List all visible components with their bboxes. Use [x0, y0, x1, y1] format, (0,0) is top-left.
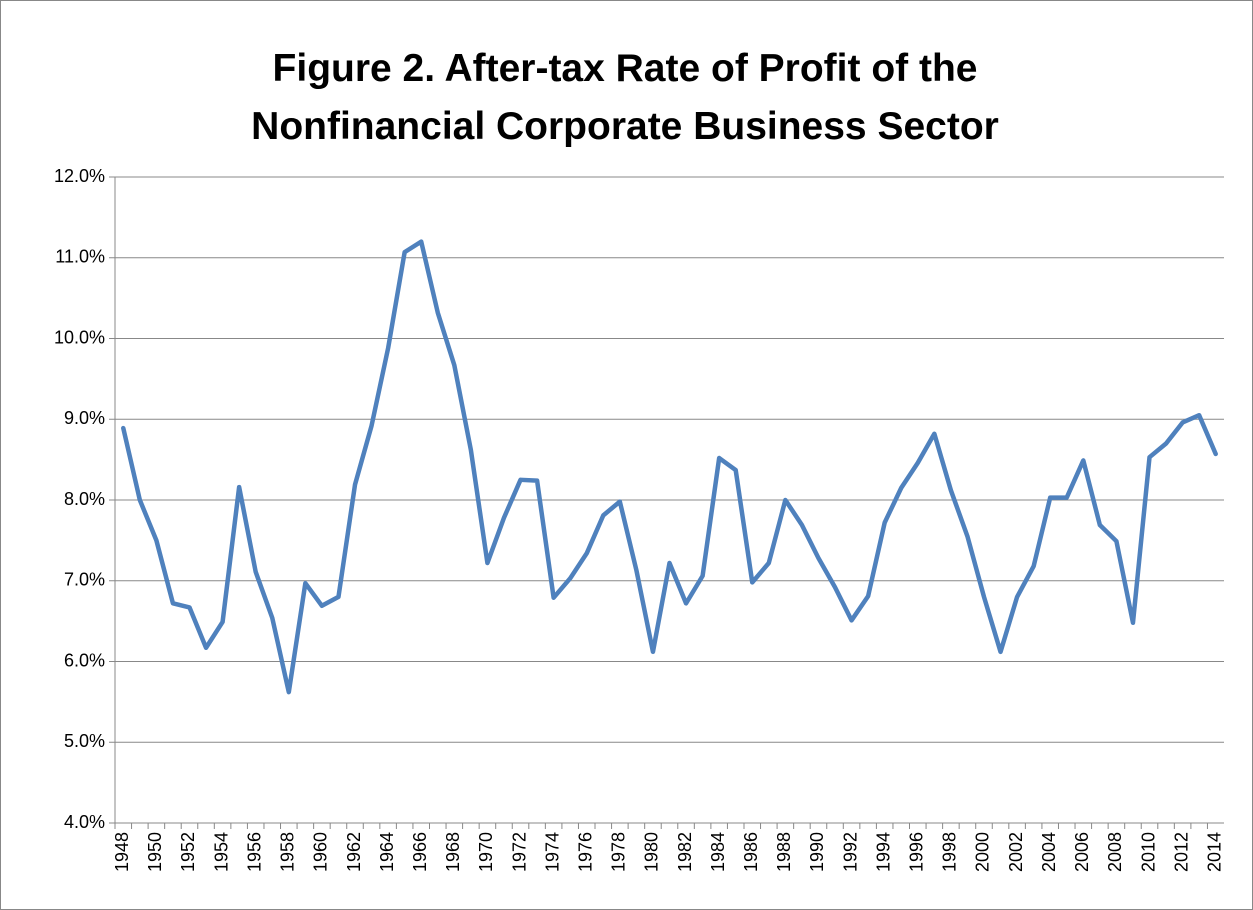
x-tick-label: 1962 — [344, 832, 364, 872]
x-tick-label: 1984 — [708, 832, 728, 872]
x-tick-label: 1988 — [774, 832, 794, 872]
chart-title: Figure 2. After-tax Rate of Profit of th… — [251, 47, 999, 148]
y-tick-label: 10.0% — [54, 327, 105, 347]
x-tick-label: 1990 — [807, 832, 827, 872]
y-tick-label: 11.0% — [55, 247, 105, 267]
x-tick-label: 2012 — [1171, 832, 1191, 872]
x-tick-label: 1968 — [443, 832, 463, 872]
x-tick-label: 2008 — [1105, 832, 1125, 872]
x-tick-label: 1956 — [244, 832, 264, 872]
x-tick-label: 1974 — [542, 832, 562, 872]
x-tick-label: 1954 — [211, 832, 231, 872]
x-tick-label: 2010 — [1138, 832, 1158, 872]
x-tick-label: 2000 — [973, 832, 993, 872]
x-tick-label: 1966 — [410, 832, 430, 872]
x-tick-label: 1972 — [509, 832, 529, 872]
x-tick-label: 1978 — [609, 832, 629, 872]
x-tick-label: 1994 — [873, 832, 893, 872]
x-tick-label: 2004 — [1039, 832, 1059, 872]
x-tick-label: 1970 — [476, 832, 496, 872]
y-tick-label: 5.0% — [64, 731, 105, 751]
x-tick-label: 1992 — [840, 832, 860, 872]
x-tick-label: 1952 — [178, 832, 198, 872]
x-tick-label: 1996 — [907, 832, 927, 872]
x-tick-label: 1960 — [311, 832, 331, 872]
line-series — [121, 239, 1218, 695]
x-tick-label: 1986 — [741, 832, 761, 872]
x-tick-label: 1980 — [642, 832, 662, 872]
x-tick-label: 1948 — [112, 832, 132, 872]
x-tick-label: 1976 — [575, 832, 595, 872]
y-tick-label: 12.0% — [54, 166, 105, 186]
y-tick-label: 8.0% — [64, 489, 105, 509]
x-tick-label: 1982 — [675, 832, 695, 872]
x-tick-label: 2002 — [1006, 832, 1026, 872]
x-tick-label: 1950 — [145, 832, 165, 872]
x-tick-label: 2006 — [1072, 832, 1092, 872]
y-tick-label: 4.0% — [64, 812, 105, 832]
x-tick-label: 1964 — [377, 832, 397, 872]
x-tick-label: 1958 — [278, 832, 298, 872]
x-tick-label: 1998 — [940, 832, 960, 872]
y-tick-label: 9.0% — [64, 408, 105, 428]
y-tick-label: 6.0% — [64, 650, 105, 670]
y-tick-label: 7.0% — [64, 570, 105, 590]
x-tick-label: 2014 — [1204, 832, 1224, 872]
